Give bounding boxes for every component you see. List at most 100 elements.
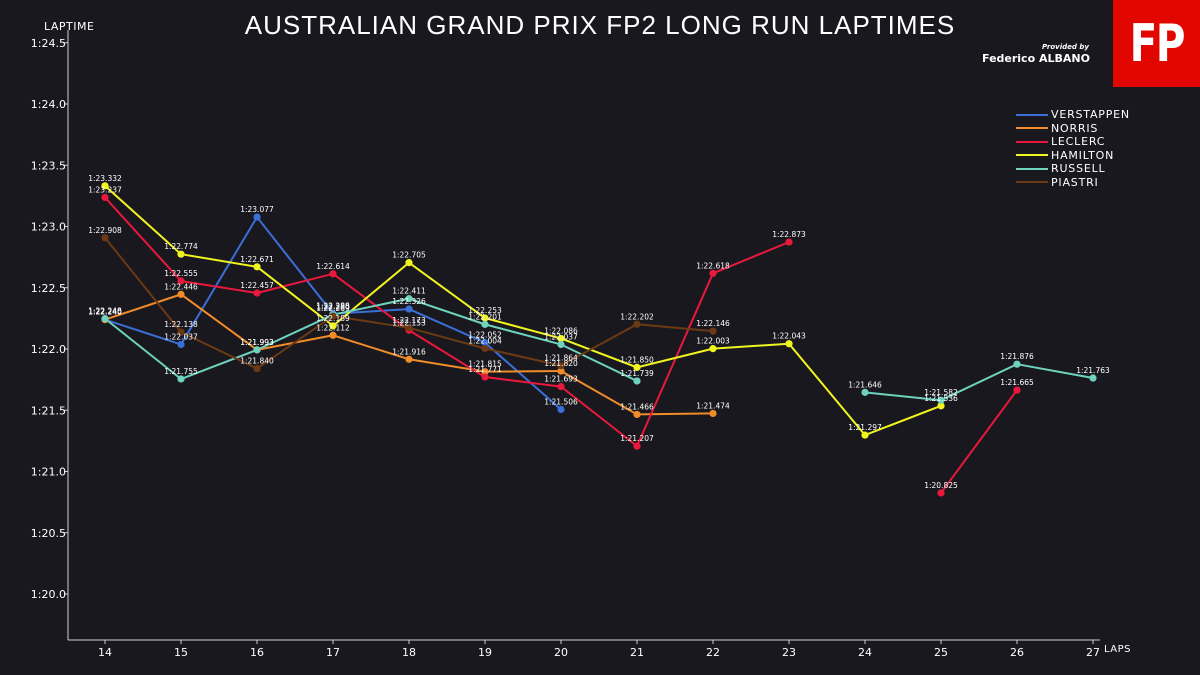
credit-name: Federico ALBANO xyxy=(982,52,1090,65)
data-point-norris xyxy=(329,331,337,339)
axes: 1:20.0 1:20.5 1:21.0 1:21.5 1:22.0 1:22.5 1:23… xyxy=(31,30,1131,659)
data-label-leclerc: 1:22.555 xyxy=(164,269,198,278)
data-label-leclerc: 1:22.153 xyxy=(392,318,426,327)
data-label-leclerc: 1:22.873 xyxy=(772,230,806,239)
y-tick-label: 1:24.5 xyxy=(31,37,66,50)
data-point-russell xyxy=(1089,374,1097,382)
series-line-leclerc xyxy=(940,389,1018,494)
data-point-hamilton xyxy=(177,250,185,258)
data-point-norris xyxy=(177,290,185,298)
series-line-leclerc xyxy=(712,241,790,275)
data-label-piastri: 1:22.908 xyxy=(88,226,122,235)
data-label-russell: 1:21.739 xyxy=(620,369,654,378)
y-tick-label: 1:21.0 xyxy=(31,466,66,479)
legend-swatch xyxy=(1016,127,1048,130)
data-point-piastri xyxy=(633,320,641,328)
legend-label: VERSTAPPEN xyxy=(1051,108,1130,122)
series-line-russell xyxy=(1016,363,1094,380)
series-line-piastri xyxy=(560,323,638,367)
data-label-verstappen: 1:22.037 xyxy=(164,332,198,341)
series-line-hamilton xyxy=(104,185,182,255)
data-label-leclerc: 1:21.693 xyxy=(544,375,578,384)
series-line-leclerc xyxy=(484,376,562,388)
series-line-piastri xyxy=(180,331,258,370)
data-label-leclerc: 1:21.207 xyxy=(620,434,654,443)
x-tick-label: 22 xyxy=(706,646,720,659)
data-point-russell xyxy=(861,388,869,396)
series-line-norris xyxy=(332,334,410,361)
data-point-russell xyxy=(481,320,489,328)
data-point-leclerc xyxy=(253,289,261,297)
series-line-hamilton xyxy=(408,261,486,319)
data-point-russell xyxy=(633,377,641,385)
data-label-piastri: 1:22.202 xyxy=(620,312,654,321)
x-tick-label: 18 xyxy=(402,646,416,659)
legend-swatch xyxy=(1016,140,1048,143)
data-point-hamilton xyxy=(101,182,109,190)
data-label-verstappen: 1:22.326 xyxy=(392,297,426,306)
data-label-hamilton: 1:21.297 xyxy=(848,423,882,432)
series-line-norris xyxy=(484,370,562,373)
series-line-verstappen xyxy=(408,308,486,344)
data-point-norris xyxy=(405,355,413,363)
data-label-hamilton: 1:22.774 xyxy=(164,242,198,251)
x-tick-label: 17 xyxy=(326,646,340,659)
data-point-norris xyxy=(557,367,565,375)
data-label-russell: 1:21.646 xyxy=(848,380,882,389)
data-point-russell xyxy=(253,346,261,354)
data-label-hamilton: 1:23.332 xyxy=(88,174,122,183)
data-point-verstappen xyxy=(177,340,185,349)
legend-item-verstappen: VERSTAPPEN xyxy=(1016,108,1130,122)
legend-label: LECLERC xyxy=(1051,135,1106,149)
series-line-russell xyxy=(484,323,562,346)
legend-label: HAMILTON xyxy=(1051,148,1115,162)
series-line-verstappen xyxy=(104,318,182,346)
series-line-hamilton xyxy=(560,337,638,369)
logo-text: FP xyxy=(1129,13,1185,74)
series-line-hamilton xyxy=(484,317,562,340)
series-line-hamilton xyxy=(864,404,942,437)
x-tick-label: 16 xyxy=(250,646,264,659)
data-point-leclerc xyxy=(785,238,793,246)
data-point-hamilton xyxy=(785,340,793,348)
data-label-norris: 1:21.815 xyxy=(468,360,502,369)
data-point-piastri xyxy=(481,344,489,353)
data-label-leclerc: 1:20.825 xyxy=(924,481,958,490)
legend-swatch xyxy=(1016,167,1048,170)
data-point-leclerc xyxy=(1013,386,1021,394)
x-tick-label: 27 xyxy=(1086,646,1100,659)
series-line-leclerc xyxy=(104,196,182,282)
series-line-leclerc xyxy=(560,385,638,447)
data-label-piastri: 1:22.173 xyxy=(392,316,426,325)
fp-logo: FP xyxy=(1113,0,1200,87)
series-line-norris xyxy=(104,293,182,321)
data-label-russell: 1:21.763 xyxy=(1076,366,1110,375)
legend-item-russell: RUSSELL xyxy=(1016,162,1130,176)
data-label-verstappen: 1:22.052 xyxy=(468,331,502,340)
data-label-hamilton: 1:22.705 xyxy=(392,251,426,260)
data-label-norris: 1:21.993 xyxy=(240,338,274,347)
series-line-hamilton xyxy=(180,253,258,268)
series-line-hamilton xyxy=(256,266,334,327)
data-label-russell: 1:22.201 xyxy=(468,312,502,321)
data-label-hamilton: 1:22.043 xyxy=(772,332,806,341)
data-point-russell xyxy=(1013,360,1021,368)
series-line-russell xyxy=(940,363,1018,402)
data-label-norris: 1:21.474 xyxy=(696,401,730,410)
data-label-norris: 1:21.820 xyxy=(544,359,578,368)
data-point-leclerc xyxy=(709,269,717,277)
data-label-piastri: 1:21.864 xyxy=(544,354,578,363)
data-label-russell: 1:22.248 xyxy=(88,307,122,316)
series-line-leclerc xyxy=(408,329,486,378)
y-tick-label: 1:20.0 xyxy=(31,588,66,601)
series-line-piastri xyxy=(332,315,410,329)
data-point-leclerc xyxy=(481,373,489,381)
series-line-norris xyxy=(560,370,638,416)
data-label-verstappen: 1:22.240 xyxy=(88,308,122,317)
series-line-russell xyxy=(180,348,258,380)
data-point-hamilton xyxy=(329,322,337,330)
data-label-hamilton: 1:22.189 xyxy=(316,314,350,323)
data-point-leclerc xyxy=(633,442,641,450)
data-point-norris xyxy=(633,410,641,419)
data-label-leclerc: 1:22.618 xyxy=(696,261,730,270)
